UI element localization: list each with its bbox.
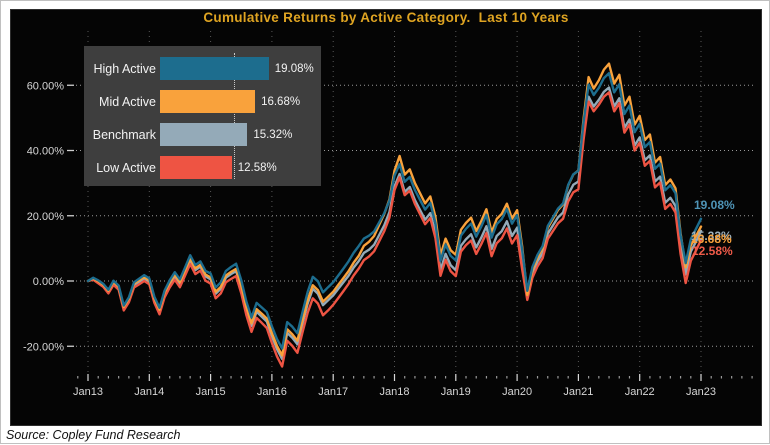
- legend-bar-mid-active: [160, 90, 256, 113]
- legend-label: Mid Active: [99, 94, 156, 109]
- end-label-low_label: 12.58%: [692, 244, 733, 258]
- series-line-high: [86, 71, 703, 350]
- end-label-mid_label: 16.68%: [691, 232, 732, 246]
- legend-label: Benchmark: [92, 127, 156, 142]
- source-attribution: Source: Copley Fund Research: [6, 428, 181, 442]
- x-axis-label: Jan19: [441, 386, 471, 398]
- legend-value: 16.68%: [261, 95, 301, 108]
- legend-value: 19.08%: [274, 62, 314, 75]
- y-axis-label: 20.00%: [27, 211, 65, 223]
- legend-bar-low-active: [160, 156, 232, 179]
- legend-value: 12.58%: [237, 161, 277, 174]
- end-label-benchmark_label: 15.32%: [691, 229, 732, 243]
- chart-title: Cumulative Returns by Active Category. L…: [203, 10, 569, 25]
- x-axis-label: Jan14: [134, 386, 164, 398]
- legend-row-low-active: Low Active 12.58%: [84, 151, 321, 184]
- legend-bar-benchmark: [160, 123, 248, 146]
- legend-row-high-active: High Active 19.08%: [84, 52, 321, 85]
- series-line-low: [86, 91, 703, 368]
- x-axis-label: Jan21: [563, 386, 593, 398]
- x-axis-label: Jan16: [257, 386, 287, 398]
- x-axis-label: Jan18: [380, 386, 410, 398]
- legend-axis-line: [234, 53, 235, 179]
- legend-bar-high-active: [160, 57, 269, 80]
- x-axis-label: Jan23: [686, 386, 716, 398]
- x-axis-label: Jan15: [196, 386, 226, 398]
- series-line-mid: [86, 62, 703, 357]
- legend-label: High Active: [93, 61, 156, 76]
- legend-row-benchmark: Benchmark 15.32%: [84, 118, 321, 151]
- y-axis-label: 40.00%: [27, 146, 65, 158]
- x-axis-label: Jan17: [318, 386, 348, 398]
- x-axis-label: Jan20: [502, 386, 532, 398]
- y-axis-label: -20.00%: [23, 341, 64, 353]
- x-axis-label: Jan22: [625, 386, 655, 398]
- legend-inset-bar-chart: High Active 19.08% Mid Active 16.68% Ben…: [84, 46, 321, 186]
- y-axis-label: 60.00%: [27, 80, 65, 92]
- legend-row-mid-active: Mid Active 16.68%: [84, 85, 321, 118]
- legend-value: 15.32%: [253, 128, 293, 141]
- x-axis-label: Jan13: [73, 386, 103, 398]
- y-axis-label: 0.00%: [33, 276, 64, 288]
- end-label-high_label: 19.08%: [694, 198, 735, 212]
- legend-label: Low Active: [96, 160, 156, 175]
